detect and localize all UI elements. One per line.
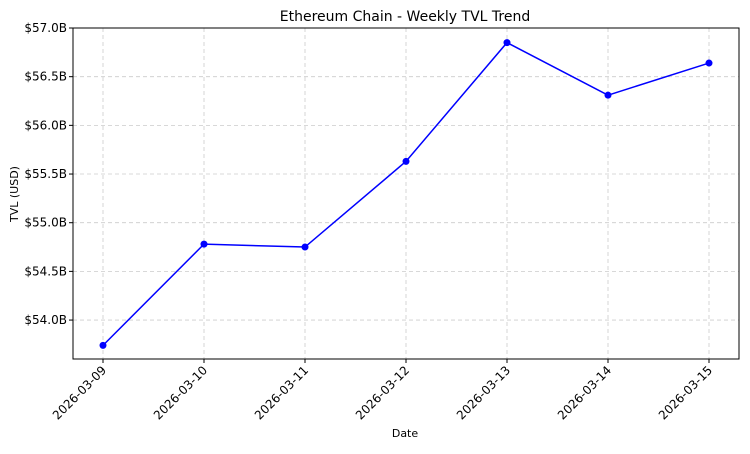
x-tick-label: 2026-03-10	[151, 363, 210, 422]
data-point	[301, 243, 309, 251]
chart-title: Ethereum Chain - Weekly TVL Trend	[280, 9, 530, 25]
series-layer	[99, 39, 713, 349]
plot-area-frame	[72, 27, 740, 360]
data-point	[705, 59, 713, 67]
x-tick-label: 2026-03-12	[353, 363, 412, 422]
x-axis-label: Date	[392, 427, 419, 440]
data-point	[200, 240, 208, 248]
y-tick-label: $54.0B	[24, 313, 67, 327]
y-axis-label: TVL (USD)	[8, 166, 21, 223]
x-tick-label: 2026-03-09	[50, 363, 109, 422]
data-point	[503, 39, 511, 47]
x-tick-label: 2026-03-11	[252, 363, 311, 422]
data-point	[99, 341, 107, 349]
grid	[73, 27, 739, 359]
x-tick-label: 2026-03-13	[454, 363, 513, 422]
data-point	[402, 157, 410, 165]
y-tick-label: $56.5B	[24, 70, 67, 84]
y-tick-label: $56.0B	[24, 118, 67, 132]
x-tick-label: 2026-03-15	[656, 363, 715, 422]
y-tick-label: $57.0B	[24, 21, 67, 35]
axis-ticks: $54.0B $54.5B $55.0B $55.5B $56.0B $56.5B $57.…	[24, 21, 715, 422]
data-point	[604, 91, 612, 99]
x-tick-label: 2026-03-14	[555, 363, 614, 422]
y-tick-label: $55.0B	[24, 216, 67, 230]
y-tick-label: $55.5B	[24, 167, 67, 181]
series-line	[102, 41, 710, 346]
y-tick-label: $54.5B	[24, 264, 67, 278]
